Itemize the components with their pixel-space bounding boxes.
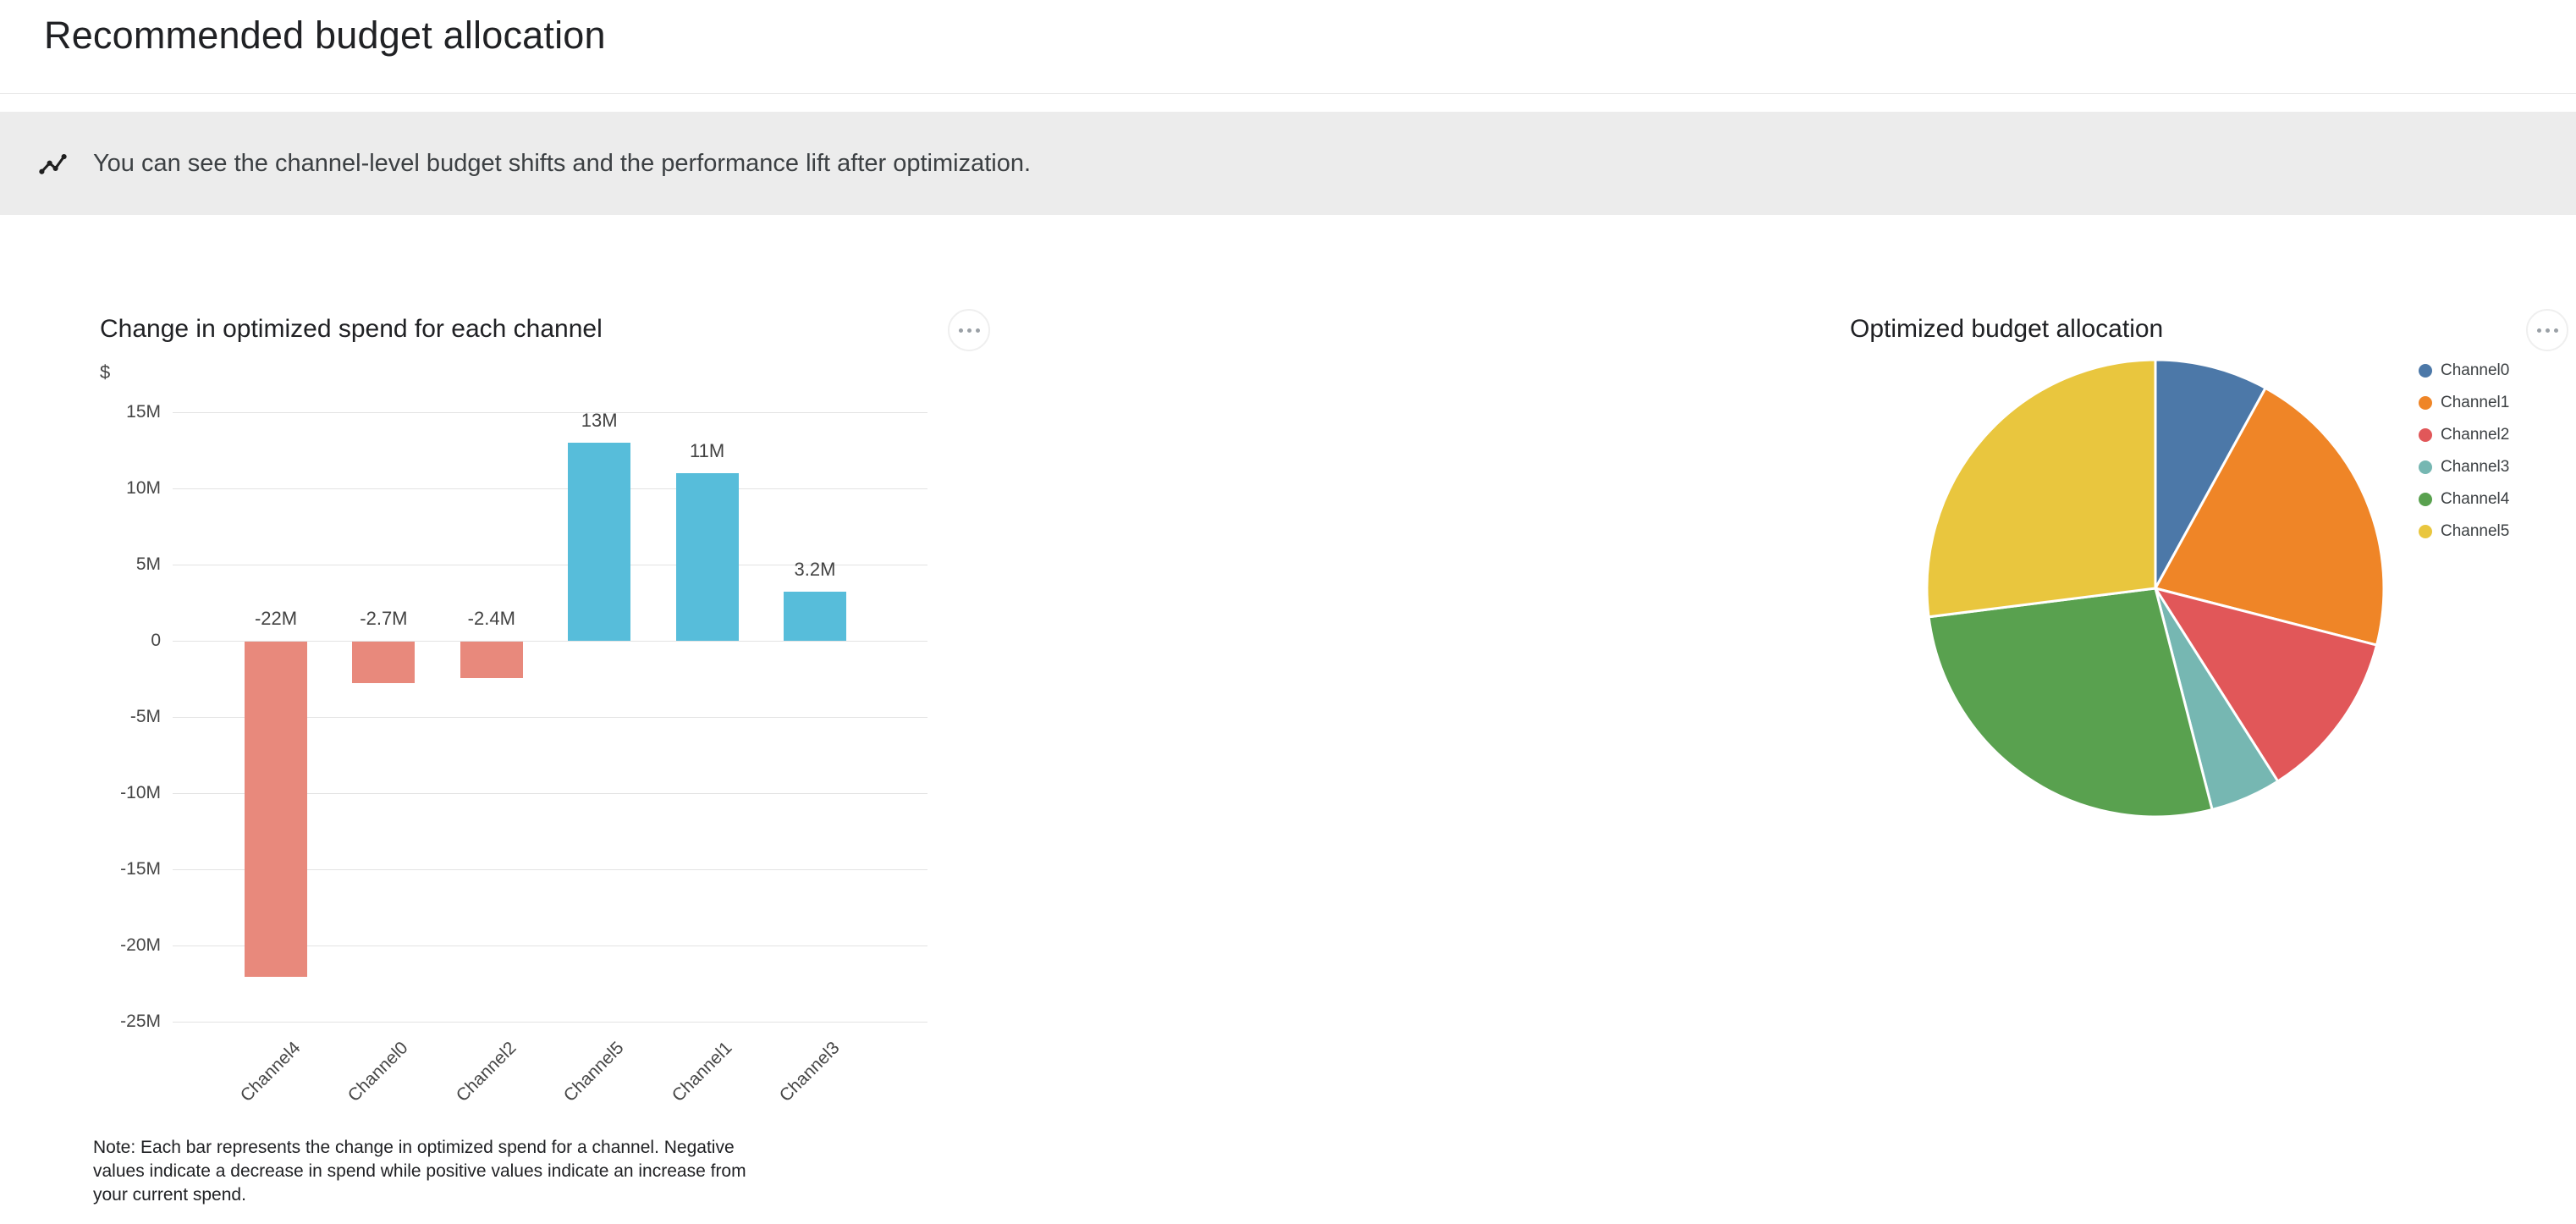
y-axis-tick-label: -10M <box>120 783 161 802</box>
pie-chart-more-options-button[interactable] <box>2526 309 2568 351</box>
bar-value-label: -22M <box>254 608 298 629</box>
legend-swatch-icon <box>2419 427 2432 442</box>
insights-icon <box>39 153 67 174</box>
y-axis-tick-label: 15M <box>126 402 161 422</box>
more-options-icon <box>958 328 963 333</box>
more-options-icon <box>2553 328 2558 333</box>
y-axis-tick-label: -20M <box>120 935 161 955</box>
legend-item-channel4: Channel4 <box>2419 489 2510 508</box>
bar-chart-more-options-button[interactable] <box>948 309 990 351</box>
gridline <box>173 717 927 718</box>
gridline <box>173 412 927 413</box>
pie-chart <box>1925 358 2386 819</box>
y-axis-unit-label: $ <box>100 361 111 383</box>
pie-slice-channel1 <box>2153 386 2386 647</box>
bar-channel4 <box>245 642 307 977</box>
info-banner-text: You can see the channel-level budget shi… <box>93 149 1032 177</box>
more-options-icon <box>2545 328 2550 333</box>
gridline <box>173 641 927 642</box>
y-axis-tick-label: -15M <box>120 859 161 879</box>
pie-chart-title: Optimized budget allocation <box>1850 315 2164 343</box>
bar-channel3 <box>784 592 846 641</box>
legend-item-channel3: Channel3 <box>2419 457 2510 476</box>
legend-swatch-icon <box>2419 363 2432 378</box>
pie-slice-channel0 <box>2154 358 2268 589</box>
bar-chart-note: Note: Each bar represents the change in … <box>93 1138 746 1205</box>
legend-label: Channel4 <box>2441 489 2510 508</box>
bar-channel1 <box>675 473 739 641</box>
gridline <box>173 793 927 794</box>
bar-value-label: 3.2M <box>794 559 836 580</box>
header-divider <box>0 93 2576 94</box>
legend-item-channel1: Channel1 <box>2419 394 2509 411</box>
gridline <box>173 1022 927 1023</box>
page-title: Recommended budget allocation <box>44 14 606 57</box>
legend-item-channel5: Channel5 <box>2419 521 2510 540</box>
bar-channel5 <box>568 443 631 641</box>
legend-swatch-icon <box>2419 395 2432 410</box>
y-axis-tick-label: 5M <box>135 554 161 574</box>
y-axis-tick-label: -25M <box>120 1012 161 1031</box>
legend-swatch-icon <box>2419 492 2432 506</box>
more-options-icon <box>966 328 972 333</box>
bar-value-label: 13M <box>581 410 618 431</box>
legend-swatch-icon <box>2419 460 2432 474</box>
y-axis-tick-label: 0 <box>151 631 161 650</box>
info-banner: You can see the channel-level budget shi… <box>0 112 2576 215</box>
bar-value-label: 11M <box>690 440 725 461</box>
pie-slice-channel2 <box>2152 586 2379 784</box>
bar-channel0 <box>352 642 416 683</box>
legend-label: Channel1 <box>2441 393 2510 411</box>
y-axis-tick-label: 10M <box>126 478 161 498</box>
more-options-icon <box>2536 328 2541 333</box>
bar-channel2 <box>460 642 523 678</box>
gridline <box>173 488 927 489</box>
legend-label: Channel0 <box>2441 361 2510 379</box>
y-axis-tick-label: -5M <box>129 707 161 726</box>
pie-chart-legend: Channel0 Channel1 Channel2 Channel3 Channel4… <box>2419 361 2510 555</box>
bar-value-label: -2.7M <box>360 608 408 629</box>
gridline <box>173 869 927 870</box>
legend-label: Channel5 <box>2441 521 2510 540</box>
bar-value-label: -2.4M <box>467 608 515 629</box>
pie-slice-channel5 <box>1925 358 2157 619</box>
more-options-icon <box>975 328 980 333</box>
legend-swatch-icon <box>2419 524 2432 538</box>
legend-item-channel2: Channel2 <box>2419 425 2510 444</box>
legend-item-channel0: Channel0 <box>2419 361 2510 379</box>
legend-label: Channel2 <box>2441 425 2510 444</box>
pie-slice-channel4 <box>1927 587 2214 819</box>
bar-chart-title: Change in optimized spend for each chann… <box>100 315 603 343</box>
legend-label: Channel3 <box>2441 457 2510 476</box>
